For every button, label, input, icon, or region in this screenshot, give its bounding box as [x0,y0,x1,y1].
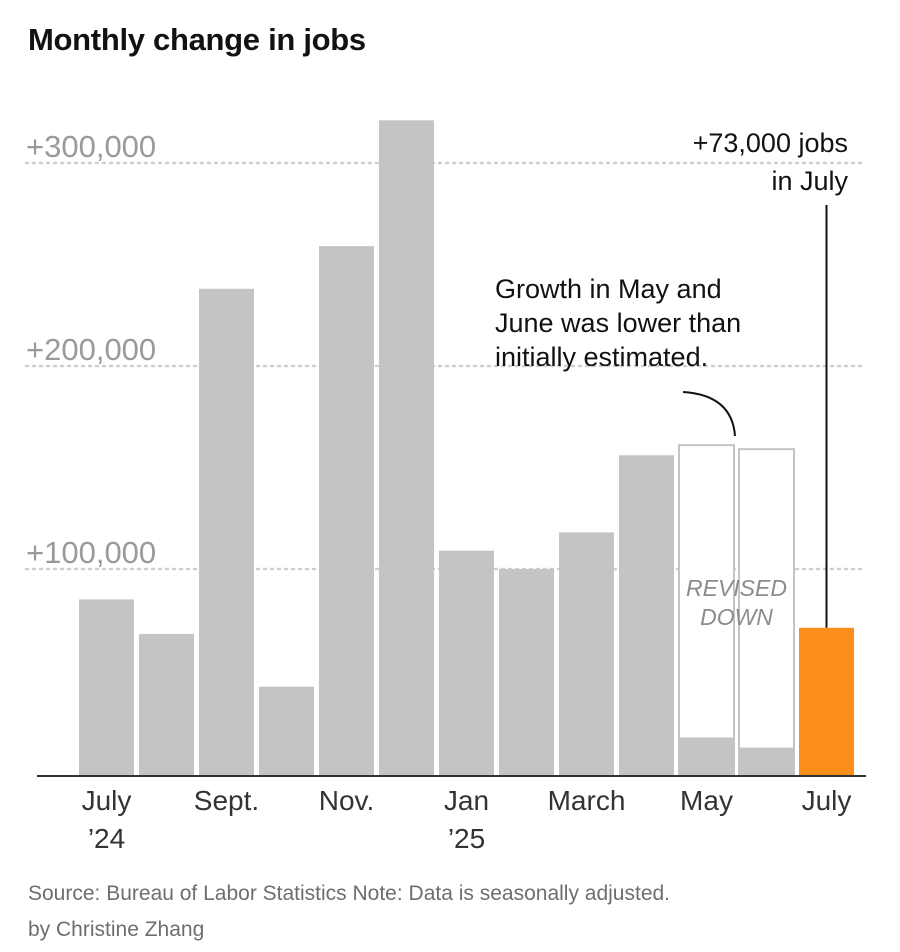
revision-leader-curve [682,391,736,437]
bar [259,686,314,776]
revised-outline-bar [738,448,795,777]
chart-title: Monthly change in jobs [28,22,366,57]
x-tick-label: ’24 [88,823,125,854]
y-tick-label: +300,000 [26,129,156,164]
x-tick-label: Jan [444,785,489,816]
annotations: +73,000 jobs in July Growth in May and June… [495,128,848,630]
revision-annotation-text: Growth in May and [495,274,722,304]
july-annotation-text: +73,000 jobs [693,128,848,158]
x-tick-label: Sept. [194,785,259,816]
x-tick-label: March [548,785,626,816]
bar [439,550,494,776]
x-tick-label: July [802,785,852,816]
july-annotation-text: in July [771,166,848,196]
revision-annotation-text: June was lower than [495,308,741,338]
x-tick-label: Nov. [319,785,375,816]
x-tick-label: July [82,785,132,816]
bar [139,633,194,776]
x-tick-label: May [680,785,733,816]
highlight-bar [799,627,854,776]
bar [79,599,134,776]
revised-down-label: REVISED [686,575,787,601]
bar [319,246,374,777]
y-tick-label: +100,000 [26,535,156,570]
source-note: Source: Bureau of Labor Statistics Note:… [28,882,671,905]
y-tick-label: +200,000 [26,332,156,367]
bars [79,120,854,777]
bar [619,455,674,776]
bar [199,288,254,776]
y-axis-ticks: +100,000 +200,000 +300,000 [26,129,156,570]
revised-down-label: DOWN [700,604,773,630]
bar [379,120,434,776]
bar [499,568,554,776]
bar [679,737,734,776]
revision-annotation-text: initially estimated. [495,342,708,372]
bar [739,747,794,776]
x-tick-label: ’25 [448,823,485,854]
bar [559,532,614,776]
byline: by Christine Zhang [28,918,205,941]
jobs-bar-chart: +100,000 +200,000 +300,000 July ’24 Sept. Nov… [24,120,868,854]
x-axis-ticks: July ’24 Sept. Nov. Jan ’25 March May July [82,785,852,854]
